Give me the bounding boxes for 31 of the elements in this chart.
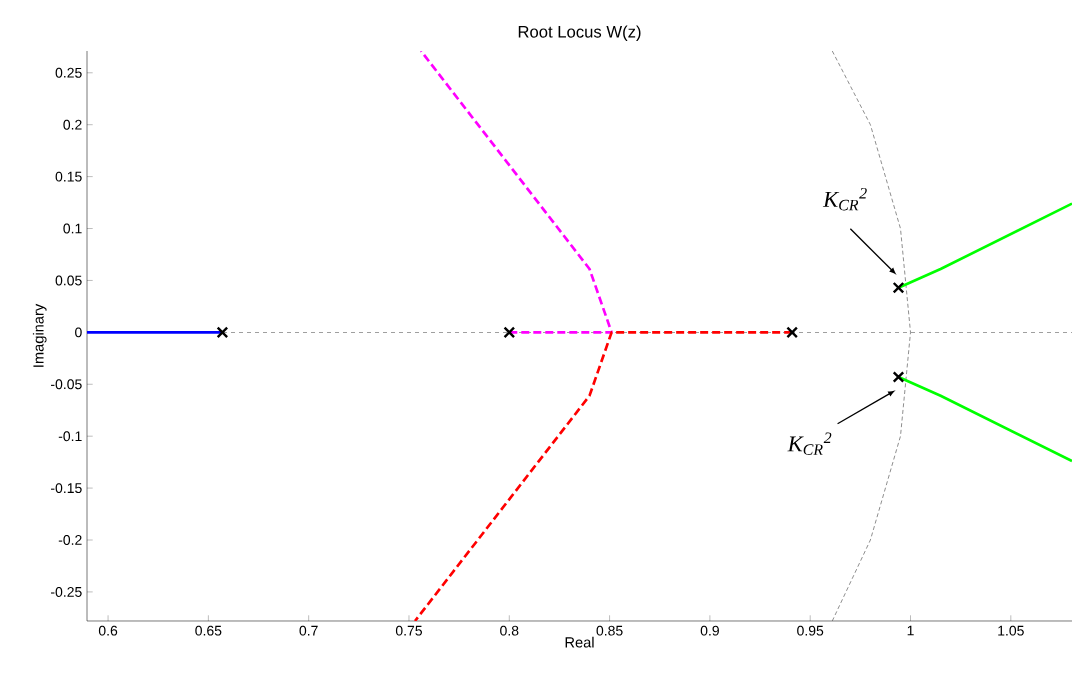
point: [786, 326, 799, 339]
y-tick-label: -0.1: [58, 431, 82, 442]
x-tick-label: 0.6: [98, 625, 118, 636]
annotation: K$_{CR}$2: [822, 187, 867, 211]
x-axis-title: Real: [565, 636, 594, 648]
y-tick-label: 0.15: [55, 171, 82, 182]
point: [503, 326, 516, 339]
x-tick-label: 0.9: [700, 625, 719, 636]
y-axis-title: Imaginary: [32, 303, 47, 367]
y-tick-label: 0.2: [63, 119, 82, 130]
y-tick-label: 0.05: [55, 275, 82, 286]
x-tick-label: 0.95: [797, 625, 824, 636]
x-tick-label: 0.65: [195, 625, 222, 636]
point: [216, 326, 229, 339]
point: [892, 371, 905, 383]
x-tick-label: 0.85: [596, 625, 623, 636]
x-tick-label: 0.75: [395, 625, 423, 636]
y-tick-label: 0.25: [55, 67, 82, 78]
x-tick-label: 0.8: [500, 625, 519, 636]
y-tick-label: 0: [75, 327, 82, 338]
y-tick-label: 0.1: [63, 223, 82, 234]
x-tick-label: 1.05: [998, 625, 1024, 636]
y-tick-label: -0.2: [58, 535, 82, 545]
y-tick-label: -0.15: [51, 483, 82, 494]
chart-title: Root Locus W(z): [518, 25, 641, 41]
y-tick-label: -0.25: [51, 586, 82, 597]
annotation: K$_{CR}$2: [787, 432, 832, 455]
x-tick-label: 0.7: [299, 625, 318, 636]
x-tick-label: 1: [907, 625, 914, 636]
point: [892, 281, 905, 294]
y-tick-label: -0.05: [51, 379, 82, 390]
